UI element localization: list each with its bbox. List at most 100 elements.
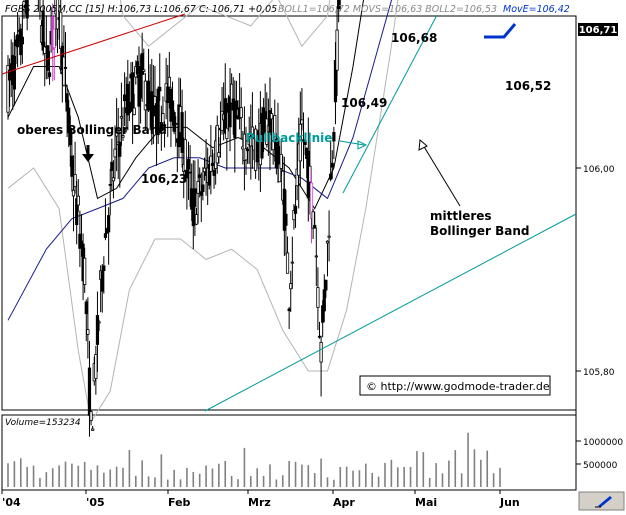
volume-tick-label: 1000000 <box>583 438 623 448</box>
volume-bar <box>32 465 35 487</box>
volume-bar <box>492 473 495 487</box>
candle-body <box>289 283 293 290</box>
candle-body <box>162 124 167 127</box>
candle <box>314 227 318 287</box>
volume-bar <box>160 454 163 487</box>
candle-body <box>330 162 334 168</box>
volume-bar <box>109 469 112 487</box>
candle-body <box>215 124 219 164</box>
candle-body <box>63 66 68 69</box>
candle <box>89 410 93 426</box>
candle-body <box>12 56 16 90</box>
volume-bar <box>416 451 418 487</box>
candle <box>76 179 80 212</box>
lower-bollinger-line <box>7 0 399 424</box>
volume-bar <box>339 466 342 487</box>
candle <box>47 50 52 85</box>
volume-bar <box>218 463 220 487</box>
candle-body <box>59 11 63 50</box>
volume-bar <box>256 468 258 487</box>
instrument-info: FGBS 2005M,CC [15] H:106,73 L:106,67 C: … <box>5 4 277 15</box>
candle-body <box>15 34 20 48</box>
candle-body <box>269 113 274 120</box>
candle <box>335 6 339 96</box>
candle-body <box>161 113 165 124</box>
down-arrow-icon <box>82 145 94 162</box>
candle-body <box>290 261 294 264</box>
candle-body <box>239 107 243 118</box>
last-price-badge: 106,71 <box>579 25 618 36</box>
candle-body <box>62 56 66 86</box>
volume-bar <box>90 469 92 487</box>
middle-band-label-1: mittleres <box>430 209 492 223</box>
volume-bar <box>141 460 143 487</box>
candle-body <box>79 240 84 245</box>
candle-body <box>76 195 80 206</box>
candle-body <box>84 301 88 315</box>
volume-bar <box>435 463 437 487</box>
volume-bar <box>39 478 41 487</box>
volume-bar <box>377 476 380 487</box>
forecast-arrow-icon <box>484 23 517 39</box>
candle-body <box>329 173 333 180</box>
middle-band-arrow-icon <box>418 138 461 207</box>
volume-bar <box>230 475 233 487</box>
volume-bar <box>384 462 386 487</box>
last-price-badge-bg <box>578 23 618 36</box>
price-axis: 106,60106,40106,20106,00105,801000000500… <box>576 165 623 471</box>
candle <box>324 279 328 298</box>
middle-band-label-2: Bollinger Band <box>430 224 529 238</box>
candle <box>239 87 243 140</box>
volume-bar <box>396 467 399 487</box>
volume-bar <box>250 476 252 487</box>
candle-body <box>308 165 312 183</box>
candle-body <box>223 98 227 134</box>
ema-line <box>7 0 393 321</box>
indicator-info: BOLL1=106,72 MOVS=106,63 BOLL2=106,53 <box>278 4 497 15</box>
volume-bar <box>128 449 131 487</box>
candle <box>293 185 298 228</box>
candle <box>63 32 68 103</box>
volume-bar <box>134 475 137 487</box>
volume-bar <box>262 475 265 487</box>
candle <box>142 48 146 76</box>
volume-bar <box>64 461 67 487</box>
candle <box>313 211 317 229</box>
volume-bar <box>147 476 150 487</box>
candle-body <box>20 36 24 45</box>
candle-body <box>103 233 108 238</box>
candle-body <box>285 252 290 274</box>
candle <box>330 150 334 179</box>
price-tick-label: 105,80 <box>583 368 615 378</box>
volume-bar <box>115 466 118 487</box>
candle <box>127 81 132 122</box>
candle-body <box>100 271 104 292</box>
volume-bar <box>486 450 489 487</box>
candle-body <box>316 287 320 308</box>
volume-bar <box>460 473 463 487</box>
volume-bar <box>173 469 175 487</box>
candle-body <box>108 183 112 186</box>
time-tick-label: Apr <box>333 496 355 509</box>
level-10668-label: 106,68 <box>391 31 437 45</box>
candle-body <box>303 140 307 145</box>
volume-bar <box>467 432 469 487</box>
candle <box>39 0 41 20</box>
candle-body <box>322 289 326 312</box>
candle <box>327 210 331 262</box>
volume-bar <box>288 460 290 487</box>
candle-body <box>89 411 93 421</box>
volume-bar <box>13 461 16 487</box>
candle-body <box>300 119 304 125</box>
drawing-tool-button[interactable] <box>578 491 625 511</box>
candle-body <box>313 224 317 229</box>
volume-bar <box>26 466 28 487</box>
candle <box>319 335 323 397</box>
candle-body <box>202 167 207 173</box>
candle-body <box>335 29 339 71</box>
candle-body <box>118 141 122 157</box>
candle-body <box>263 111 267 119</box>
candle-body <box>279 153 283 169</box>
price-tick-label: 106,00 <box>583 165 615 175</box>
